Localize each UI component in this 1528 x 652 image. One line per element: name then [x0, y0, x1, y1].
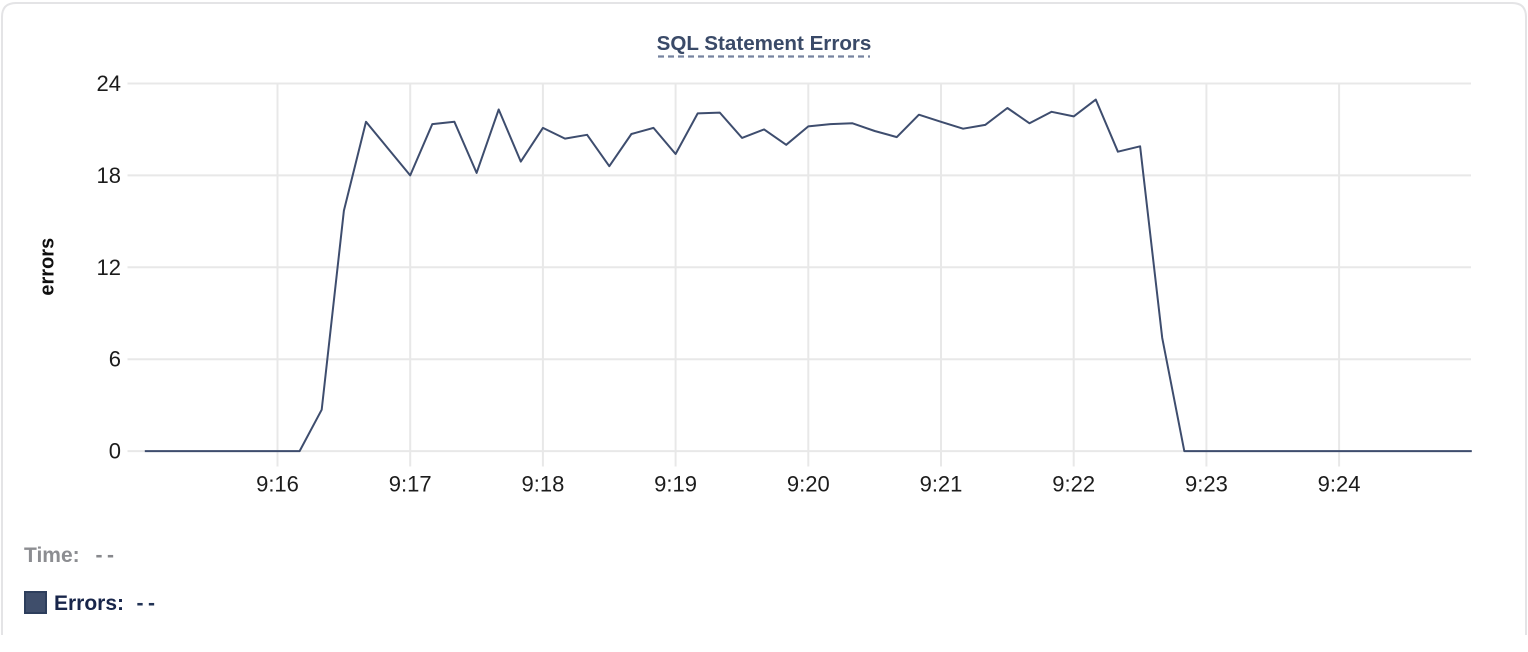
svg-text:24: 24 — [97, 71, 121, 96]
svg-text:9:20: 9:20 — [787, 472, 830, 497]
svg-text:9:23: 9:23 — [1185, 472, 1228, 497]
svg-text:18: 18 — [97, 163, 121, 188]
svg-text:9:18: 9:18 — [521, 472, 564, 497]
svg-text:SQL Statement Errors: SQL Statement Errors — [657, 32, 872, 55]
svg-text:9:21: 9:21 — [920, 472, 963, 497]
svg-text:--: -- — [96, 544, 119, 567]
svg-text:9:22: 9:22 — [1052, 472, 1095, 497]
svg-text:6: 6 — [109, 347, 121, 372]
svg-text:12: 12 — [97, 255, 121, 280]
svg-text:Errors:: Errors: — [54, 592, 124, 615]
svg-text:errors: errors — [37, 238, 59, 296]
svg-text:9:16: 9:16 — [256, 472, 299, 497]
svg-text:Time:: Time: — [24, 544, 80, 567]
svg-text:--: -- — [137, 592, 160, 615]
svg-text:0: 0 — [109, 439, 121, 464]
svg-text:9:19: 9:19 — [654, 472, 697, 497]
svg-text:9:17: 9:17 — [389, 472, 432, 497]
svg-text:9:24: 9:24 — [1318, 472, 1361, 497]
